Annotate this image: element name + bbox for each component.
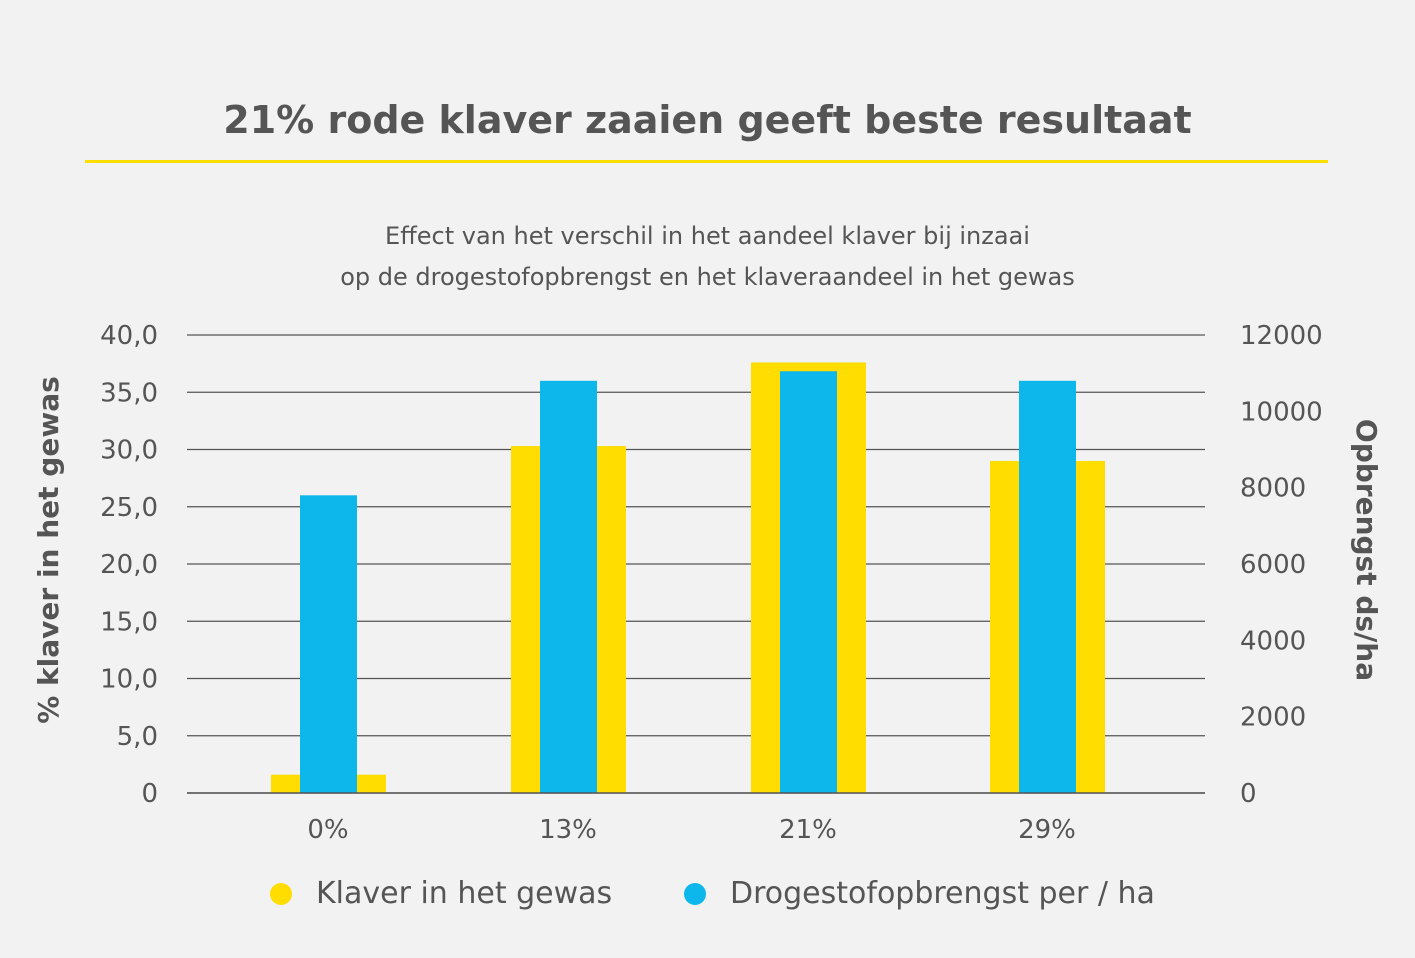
y-tick-label-left: 15,0 — [100, 607, 158, 637]
y-tick-label-right: 12000 — [1240, 321, 1323, 351]
chart-subtitle-line-2: op de drogestofopbrengst en het klaveraa… — [340, 263, 1075, 291]
y-tick-label-right: 8000 — [1240, 474, 1306, 504]
y-tick-label-left: 5,0 — [117, 722, 158, 752]
legend-swatch-blue — [684, 882, 706, 905]
y-tick-label-left: 0 — [141, 779, 158, 809]
legend-item-klaver: Klaver in het gewas — [270, 876, 612, 911]
y-tick-label-left: 40,0 — [100, 321, 158, 351]
y-tick-label-left: 10,0 — [100, 665, 158, 695]
y-tick-label-right: 4000 — [1240, 626, 1306, 656]
y-tick-label-left: 20,0 — [100, 550, 158, 580]
chart-title: 21% rode klaver zaaien geeft beste resul… — [223, 98, 1192, 142]
x-tick-label: 13% — [539, 815, 597, 845]
bar-opbrengst — [1019, 380, 1076, 793]
legend-label: Drogestofopbrengst per / ha — [730, 876, 1155, 911]
title-underline — [85, 160, 1328, 163]
y-tick-label-right: 2000 — [1240, 703, 1306, 733]
y-tick-label-right: 0 — [1240, 779, 1257, 809]
legend-item-opbrengst: Drogestofopbrengst per / ha — [684, 876, 1155, 911]
legend-label: Klaver in het gewas — [316, 876, 613, 911]
y-axis-label-left: % klaver in het gewas — [32, 376, 65, 724]
y-tick-label-left: 25,0 — [100, 493, 158, 523]
legend-swatch-yellow — [270, 882, 292, 905]
y-tick-label-left: 30,0 — [100, 436, 158, 466]
chart-subtitle-line-1: Effect van het verschil in het aandeel k… — [385, 222, 1030, 250]
x-tick-label: 21% — [779, 815, 837, 845]
y-axis-label-right: Opbrengst ds/ha — [1350, 419, 1383, 681]
bar-opbrengst — [300, 495, 357, 793]
y-tick-label-right: 10000 — [1240, 397, 1323, 427]
bar-opbrengst — [780, 371, 837, 793]
x-tick-label: 29% — [1018, 815, 1076, 845]
x-tick-label: 0% — [307, 815, 348, 845]
y-tick-label-right: 6000 — [1240, 550, 1306, 580]
y-tick-label-left: 35,0 — [100, 378, 158, 408]
bar-opbrengst — [540, 380, 597, 793]
